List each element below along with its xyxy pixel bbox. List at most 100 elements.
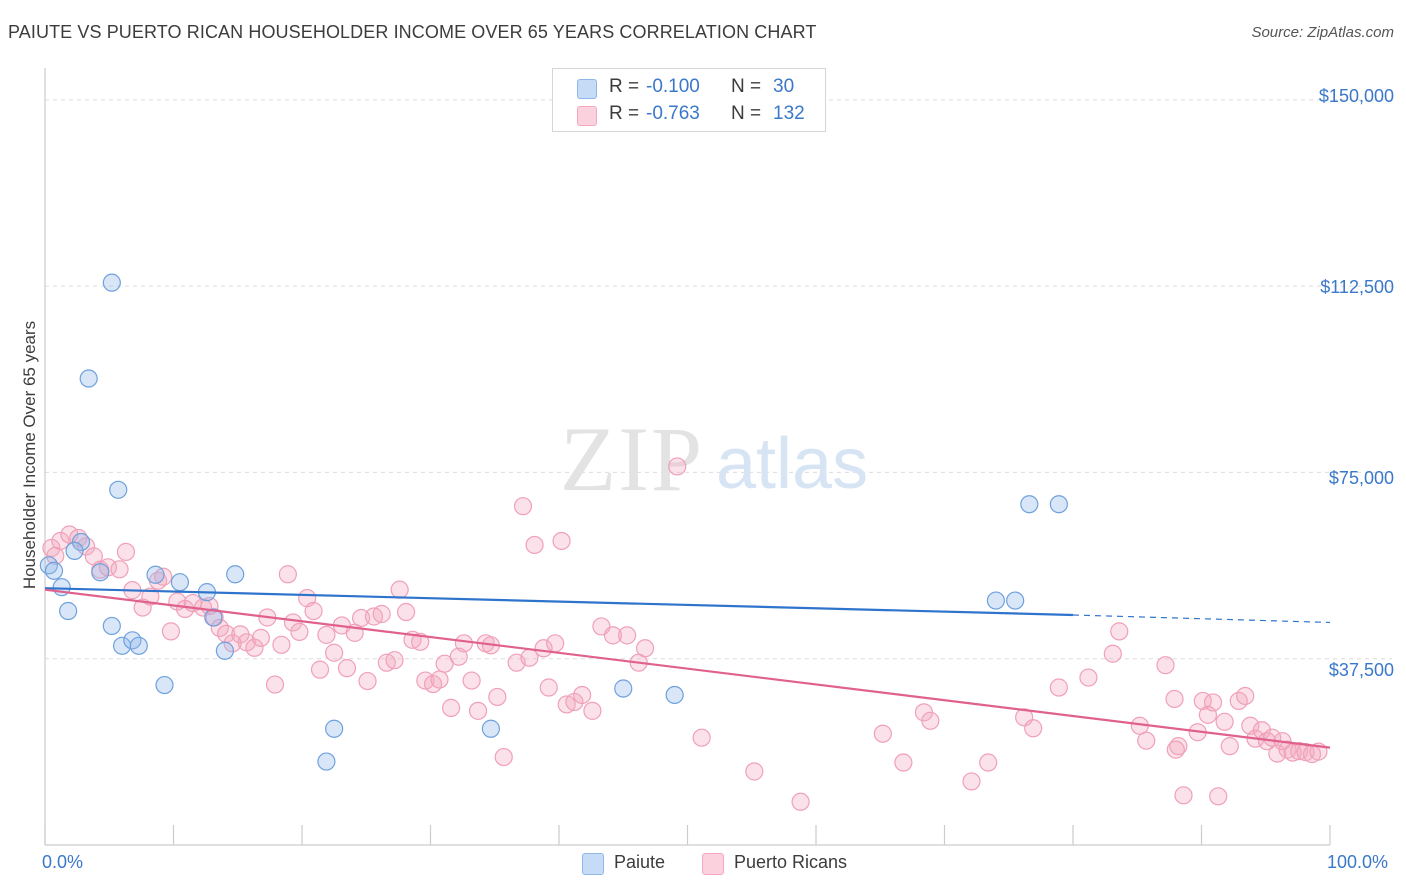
paiute-point (71, 532, 91, 552)
y-tick-112500: $112,500 (1320, 277, 1394, 297)
puerto-ricans-point (1156, 656, 1175, 675)
puerto-ricans-point (272, 635, 291, 654)
puerto-ricans-point (372, 604, 391, 624)
puerto-ricans-point (635, 639, 655, 658)
puerto-ricans-point (141, 587, 160, 606)
puerto-ricans-point (283, 613, 303, 632)
puerto-ricans-point (358, 671, 377, 691)
paiute-point (39, 556, 58, 575)
paiute-point (1006, 591, 1025, 610)
paiute-point (65, 541, 84, 561)
puerto-ricans-trend-line (44, 588, 1331, 749)
paiute-point (317, 752, 336, 771)
puerto-ricans-point (385, 651, 404, 670)
puerto-ricans-point (290, 622, 309, 641)
y-tick-150000: $150,000 (1318, 86, 1394, 106)
puerto-ricans-point (552, 531, 571, 551)
paiute-point (129, 636, 148, 655)
watermark: ZIP atlas (560, 408, 868, 510)
puerto-ricans-points (42, 457, 1328, 811)
puerto-ricans-point (278, 565, 297, 584)
paiute-point (102, 616, 121, 636)
puerto-ricans-point (565, 692, 584, 712)
puerto-ricans-point (411, 632, 430, 651)
y-tick-75000: $75,000 (1328, 468, 1394, 488)
puerto-ricans-point (488, 687, 507, 707)
paiute-point (204, 608, 223, 627)
puerto-ricans-point (251, 628, 270, 647)
paiute-swatch (577, 79, 597, 99)
puerto-ricans-point (325, 643, 344, 662)
puerto-ricans-point (692, 728, 711, 747)
source-label: Source: ZipAtlas.com (1251, 24, 1394, 41)
x-tick-max: 100.0% (1327, 852, 1389, 872)
puerto-ricans-point (430, 670, 449, 689)
paiute-point (102, 273, 121, 292)
puerto-ricans-point (310, 660, 330, 679)
paiute-point (44, 561, 64, 580)
puerto-ricans-point (513, 497, 533, 516)
puerto-ricans-point (116, 542, 136, 562)
paiute-point (1020, 495, 1039, 514)
puerto-ricans-point (791, 792, 810, 811)
series-legend-label: Puerto Ricans (734, 852, 848, 872)
puerto-ricans-point (979, 753, 998, 772)
puerto-ricans-point (894, 753, 913, 772)
puerto-ricans-point (390, 580, 409, 599)
puerto-ricans-point (618, 626, 637, 645)
paiute-point (614, 679, 633, 698)
paiute-point (91, 563, 110, 582)
puerto-ricans-point (462, 671, 481, 690)
puerto-ricans-point (1137, 731, 1156, 750)
puerto-ricans-point (304, 601, 323, 621)
puerto-ricans-point (161, 622, 181, 641)
puerto-ricans-point (454, 634, 474, 653)
legend-r-value: -0.763 (646, 103, 700, 124)
puerto-ricans-point (51, 531, 70, 551)
legend-n-value: 30 (773, 76, 795, 97)
puerto-ricans-point (337, 659, 357, 678)
legend-r-label: R = (609, 76, 640, 97)
puerto-ricans-point (441, 698, 461, 717)
paiute-swatch (582, 853, 604, 875)
puerto-ricans-point (245, 638, 264, 657)
paiute-trend-line (44, 587, 1074, 617)
legend-n-label: N = (731, 76, 762, 97)
legend-r-label: R = (609, 103, 640, 124)
paiute-point (59, 601, 78, 621)
paiute-point (481, 719, 500, 738)
puerto-ricans-point (449, 647, 468, 666)
trend-lines (44, 587, 1331, 749)
puerto-ricans-point (1110, 622, 1129, 641)
puerto-ricans-point (317, 625, 336, 644)
paiute-point (109, 480, 128, 499)
puerto-ricans-point (468, 701, 488, 720)
puerto-ricans-point (668, 457, 687, 476)
puerto-ricans-point (583, 701, 602, 720)
puerto-ricans-point (1166, 740, 1185, 759)
paiute-point (226, 565, 245, 584)
legend-n-label: N = (731, 103, 762, 124)
paiute-point (325, 719, 344, 738)
paiute-point (665, 685, 684, 705)
puerto-ricans-point (573, 685, 592, 705)
puerto-ricans-point (1236, 686, 1255, 706)
puerto-ricans-point (110, 560, 129, 579)
series-legend-label: Paiute (614, 852, 666, 872)
puerto-ricans-point (1165, 689, 1184, 709)
puerto-ricans-point (1049, 678, 1068, 697)
paiute-point (1049, 495, 1068, 514)
legend-r-value: -0.100 (646, 76, 700, 97)
puerto-ricans-point (1209, 787, 1228, 806)
puerto-ricans-point (1103, 644, 1122, 663)
paiute-trend-extension (1072, 614, 1331, 624)
paiute-point (215, 641, 234, 660)
puerto-ricans-point (1203, 693, 1223, 712)
puerto-ricans-point (962, 772, 981, 791)
chart-title: PAIUTE VS PUERTO RICAN HOUSEHOLDER INCOM… (8, 22, 817, 42)
puerto-ricans-swatch (702, 853, 724, 875)
gridlines (45, 99, 1392, 660)
legend-n-value: 132 (773, 103, 805, 124)
correlation-legend: R = -0.100 N = 30 R = -0.763 N = 132 (552, 68, 826, 132)
puerto-ricans-point (494, 747, 513, 767)
